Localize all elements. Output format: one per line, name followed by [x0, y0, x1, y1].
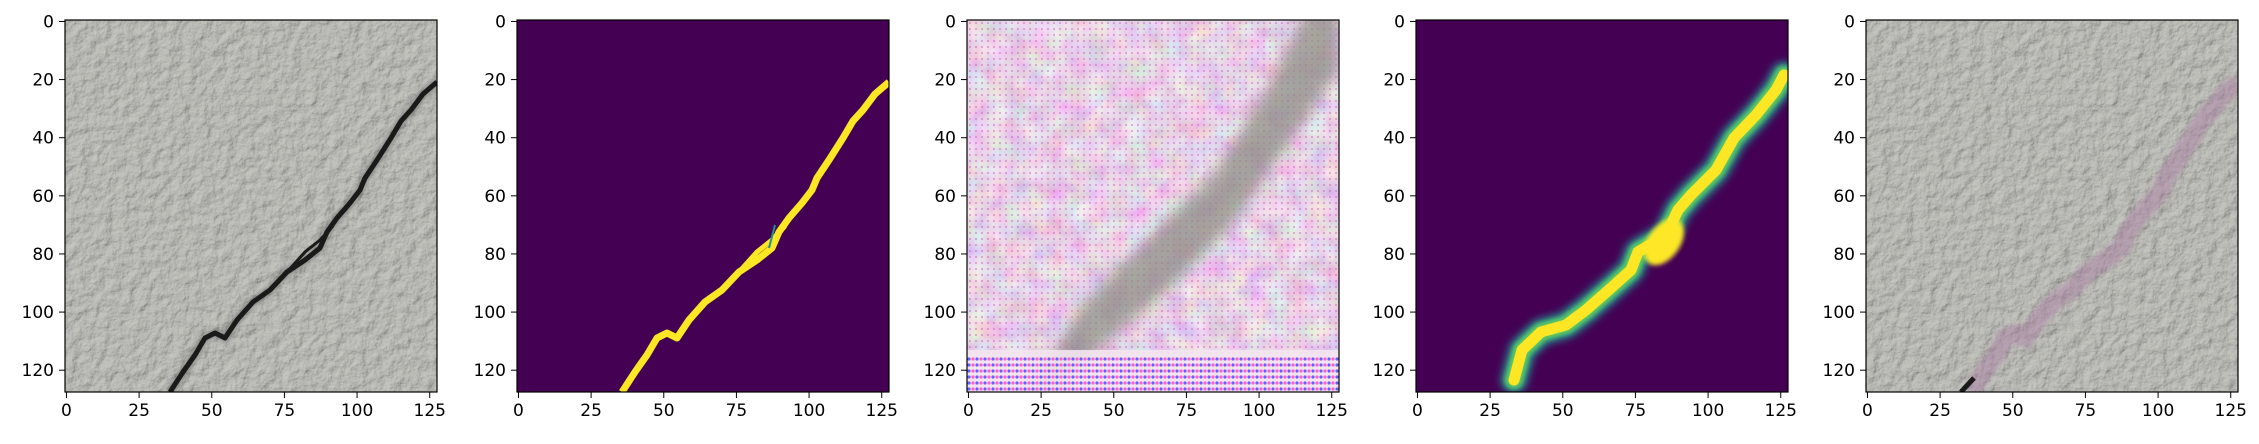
panel-1: 0 25 50 75 100 125 0 20 40 60 80 100 120	[22, 12, 446, 421]
y-tick-label: 80	[934, 245, 956, 265]
x-tick-label: 100	[1692, 401, 1724, 421]
y-tick-label: 60	[1383, 187, 1405, 207]
y-tick-label: 120	[924, 361, 956, 381]
y-tick-label: 100	[22, 303, 54, 323]
mask-background	[517, 20, 889, 392]
x-tick-label: 100	[1243, 401, 1275, 421]
y-tick-label: 0	[945, 12, 956, 32]
y-tick-label: 80	[1383, 245, 1405, 265]
x-tick-label: 125	[2215, 401, 2247, 421]
x-tick-label: 125	[414, 401, 446, 421]
y-tick-label: 0	[1394, 12, 1405, 32]
y-tick-label: 40	[484, 129, 506, 149]
panel-3: 0 25 50 75 100 125 0 20 40 60 80 100 120	[924, 12, 1348, 421]
x-tick-label: 50	[653, 401, 675, 421]
y-tick-label: 0	[43, 12, 54, 32]
x-tick-label: 125	[866, 401, 898, 421]
x-tick-label: 100	[793, 401, 825, 421]
panel-2: 0 25 50 75 100 125 0 20 40 60 80 100 120	[474, 12, 898, 421]
axes-frame	[1415, 19, 1789, 393]
y-tick-label: 20	[934, 71, 956, 91]
y-tick-label: 0	[495, 12, 506, 32]
y-tick-label: 100	[1823, 303, 1855, 323]
y-tick-label: 0	[1844, 12, 1855, 32]
x-tick-label: 50	[201, 401, 223, 421]
x-tick-label: 0	[963, 401, 974, 421]
panel-5: 0 25 50 75 100 125 0 20 40 60 80 100 120	[1823, 12, 2247, 421]
y-tick-label: 20	[484, 71, 506, 91]
y-tick-label: 20	[32, 71, 54, 91]
y-tick-label: 60	[934, 187, 956, 207]
y-tick-label: 80	[1833, 245, 1855, 265]
x-tick-label: 75	[1176, 401, 1198, 421]
x-tick-label: 125	[1765, 401, 1797, 421]
prob-background	[1416, 20, 1788, 392]
y-tick-label: 100	[474, 303, 506, 323]
x-tick-label: 75	[726, 401, 748, 421]
axes-frame	[64, 19, 438, 393]
y-tick-label: 120	[1373, 361, 1405, 381]
y-tick-label: 100	[924, 303, 956, 323]
x-tick-label: 25	[1929, 401, 1951, 421]
x-tick-label: 100	[2142, 401, 2174, 421]
x-tick-label: 0	[1412, 401, 1423, 421]
x-tick-label: 0	[513, 401, 524, 421]
artifact-strip	[967, 356, 1339, 392]
y-tick-label: 20	[1383, 71, 1405, 91]
x-tick-label: 75	[274, 401, 296, 421]
x-tick-label: 50	[1552, 401, 1574, 421]
axes-frame	[516, 19, 890, 393]
x-tick-label: 50	[2002, 401, 2024, 421]
x-tick-label: 125	[1316, 401, 1348, 421]
x-tick-label: 75	[1625, 401, 1647, 421]
y-tick-label: 120	[22, 361, 54, 381]
y-tick-label: 60	[1833, 187, 1855, 207]
x-tick-label: 25	[1479, 401, 1501, 421]
x-tick-label: 25	[580, 401, 602, 421]
x-tick-label: 0	[1862, 401, 1873, 421]
x-tick-label: 50	[1103, 401, 1125, 421]
axes-frame	[966, 19, 1340, 393]
y-tick-label: 100	[1373, 303, 1405, 323]
x-tick-label: 100	[341, 401, 373, 421]
x-tick-label: 25	[1030, 401, 1052, 421]
x-tick-label: 0	[61, 401, 72, 421]
y-tick-label: 80	[32, 245, 54, 265]
y-tick-label: 40	[32, 129, 54, 149]
y-tick-label: 120	[474, 361, 506, 381]
y-tick-label: 40	[1833, 129, 1855, 149]
y-tick-label: 120	[1823, 361, 1855, 381]
panel-4: 0 25 50 75 100 125 0 20 40 60 80 100 120	[1373, 12, 1797, 421]
gray-band	[1027, 20, 1339, 392]
y-tick-label: 80	[484, 245, 506, 265]
y-tick-label: 60	[32, 187, 54, 207]
y-tick-label: 40	[934, 129, 956, 149]
y-tick-label: 40	[1383, 129, 1405, 149]
axes-frame	[1865, 19, 2239, 393]
y-tick-label: 20	[1833, 71, 1855, 91]
x-tick-label: 75	[2075, 401, 2097, 421]
x-tick-label: 25	[128, 401, 150, 421]
y-tick-label: 60	[484, 187, 506, 207]
